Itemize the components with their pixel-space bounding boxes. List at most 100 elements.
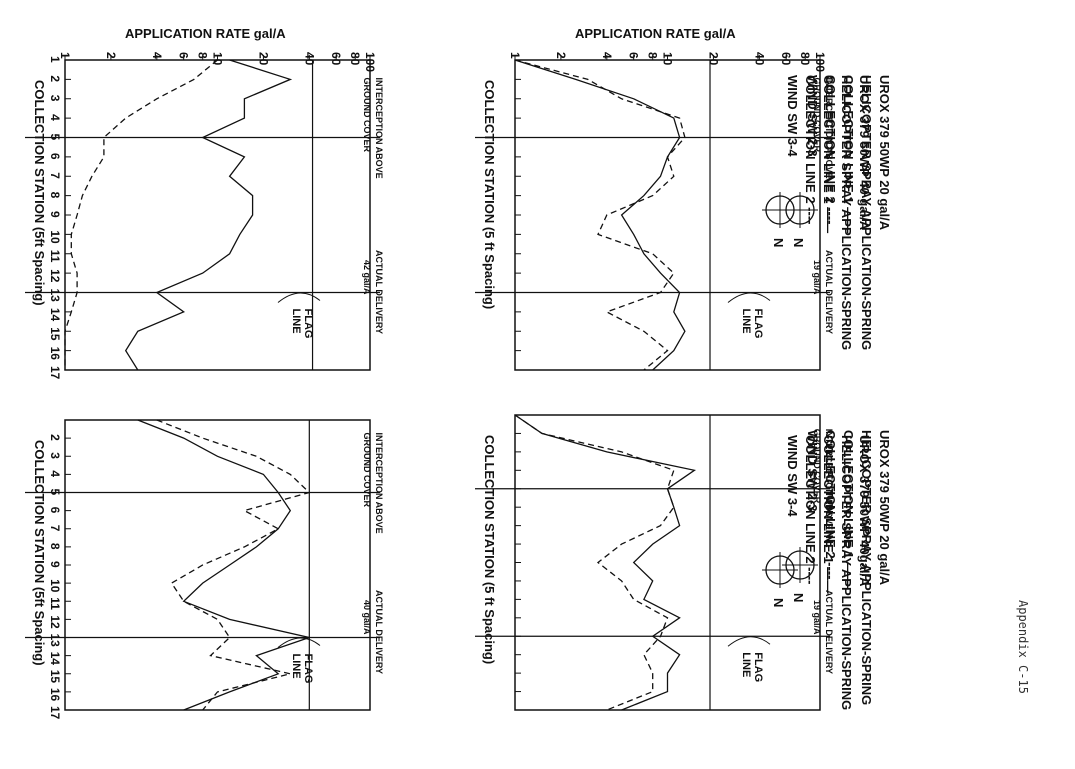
- station-tick-label: 10: [48, 230, 62, 244]
- info-line: UROX 379 50WP 40 gal/A: [857, 75, 872, 231]
- station-tick-label: 8: [48, 192, 62, 199]
- flag-label: FLAG: [302, 654, 314, 684]
- station-tick-label: 2: [48, 75, 62, 82]
- series-line-2: [156, 419, 311, 711]
- value-tick-label: 10: [211, 52, 225, 66]
- value-tick-label: 4: [600, 52, 614, 59]
- interception-label: INTERCEPTION ABOVE: [374, 433, 384, 534]
- plot-frame: [64, 59, 371, 371]
- value-tick-label: 80: [798, 52, 812, 66]
- info-line: COLLECTION LINE 1 ——: [841, 75, 856, 233]
- flag-marker-curve: [727, 636, 771, 647]
- info-line: WIND SW 3-4: [785, 435, 800, 517]
- station-tick-label: 9: [48, 211, 62, 218]
- plot-frame: [514, 414, 821, 711]
- series-line-1: [124, 59, 293, 371]
- flag-label-2: LINE: [740, 309, 752, 334]
- value-tick-label: 4: [150, 52, 164, 59]
- interception-label: INTERCEPTION ABOVE: [824, 429, 834, 530]
- station-tick-label: 3: [48, 95, 62, 102]
- station-tick-label: 13: [48, 289, 62, 303]
- station-tick-label: 16: [48, 347, 62, 361]
- flag-label: FLAG: [752, 652, 764, 682]
- value-tick-label: 40: [752, 52, 766, 66]
- station-tick-label: 15: [48, 327, 62, 341]
- station-tick-label: 12: [48, 269, 62, 283]
- interception-label-2: GROUND COVER: [812, 78, 822, 153]
- flag-marker-curve: [277, 637, 321, 648]
- x-axis-title: COLLECTION STATION (5ft Spacing): [32, 440, 47, 666]
- y-axis-title: APPLICATION RATE gal/A: [575, 26, 736, 41]
- interception-label: INTERCEPTION ABOVE: [824, 78, 834, 179]
- plot-frame: [514, 59, 821, 371]
- station-tick-label: 4: [48, 114, 62, 121]
- value-tick-label: 1: [508, 52, 522, 59]
- value-tick-label: 20: [256, 52, 270, 66]
- interception-label-2: GROUND COVER: [362, 433, 372, 508]
- info-line: WIND SW 2-3: [805, 430, 820, 512]
- value-tick-label: 20: [706, 52, 720, 66]
- value-tick-label: 100: [813, 52, 827, 72]
- actual-delivery-label: ACTUAL DELIVERY: [824, 590, 834, 674]
- station-tick-label: 3: [48, 452, 62, 459]
- flag-marker-curve: [727, 292, 771, 303]
- flag-label: FLAG: [302, 309, 314, 339]
- station-tick-label: 17: [48, 706, 62, 720]
- station-tick-label: 1: [48, 56, 62, 63]
- info-line: COLLECTION LINE 1 ——: [821, 435, 836, 593]
- page-label: Appendix C-15: [1016, 600, 1030, 694]
- compass-north-label: N: [771, 238, 786, 247]
- info-line: COLLECTION LINE 2 ----: [823, 430, 838, 580]
- value-tick-label: 2: [104, 52, 118, 59]
- station-tick-label: 7: [48, 172, 62, 179]
- station-tick-label: 7: [48, 525, 62, 532]
- value-tick-label: 8: [196, 52, 210, 59]
- station-tick-label: 2: [48, 434, 62, 441]
- compass-north-label: N: [771, 598, 786, 607]
- station-tick-label: 11: [48, 597, 62, 610]
- value-tick-label: 6: [177, 52, 191, 59]
- info-line: WIND SW 2-3: [805, 75, 820, 157]
- value-tick-label: 80: [348, 52, 362, 66]
- interception-label-2: GROUND COVER: [362, 78, 372, 153]
- value-tick-label: 40: [302, 52, 316, 66]
- series-line-1: [137, 419, 312, 711]
- station-tick-label: 6: [48, 153, 62, 160]
- station-tick-label: 14: [48, 308, 62, 322]
- value-tick-label: 100: [363, 52, 377, 72]
- station-tick-label: 11: [48, 250, 62, 263]
- actual-delivery-value: 40 gal/A: [362, 600, 372, 635]
- info-line: COLLECTION LINE 2 ----: [803, 75, 818, 225]
- value-tick-label: 1: [58, 52, 72, 59]
- station-tick-label: 4: [48, 470, 62, 477]
- flag-marker-curve: [277, 292, 321, 303]
- info-line: COLLECTION LINE 2 ----: [803, 435, 818, 585]
- info-line: HELICOPTER SPRAY APPLICATION-SPRING: [839, 75, 854, 350]
- series-line-2: [514, 414, 675, 711]
- actual-delivery-value: 42 gal/A: [362, 260, 372, 295]
- station-tick-label: 14: [48, 652, 62, 666]
- station-tick-label: 15: [48, 670, 62, 684]
- interception-label-2: GROUND COVER: [812, 429, 822, 504]
- station-tick-label: 16: [48, 688, 62, 702]
- info-line: COLLECTION LINE 1 ——: [821, 75, 836, 233]
- compass-north-label: N: [791, 593, 806, 602]
- info-line: UROX 379 50WP 20 gal/A: [877, 430, 892, 586]
- station-tick-label: 13: [48, 634, 62, 648]
- series-line-1: [514, 59, 686, 371]
- flag-label-2: LINE: [290, 654, 302, 679]
- value-tick-label: 6: [627, 52, 641, 59]
- info-line: COLLECTION LINE 2 ----: [823, 75, 838, 225]
- series-line-2: [64, 59, 218, 370]
- series-line-2: [514, 59, 686, 371]
- actual-delivery-label: ACTUAL DELIVERY: [374, 590, 384, 674]
- plot-frame: [64, 419, 371, 711]
- actual-delivery-value: 19 gal/A: [812, 600, 822, 635]
- info-line: HELICOPTER SPRAY APPLICATION-SPRING: [859, 75, 874, 350]
